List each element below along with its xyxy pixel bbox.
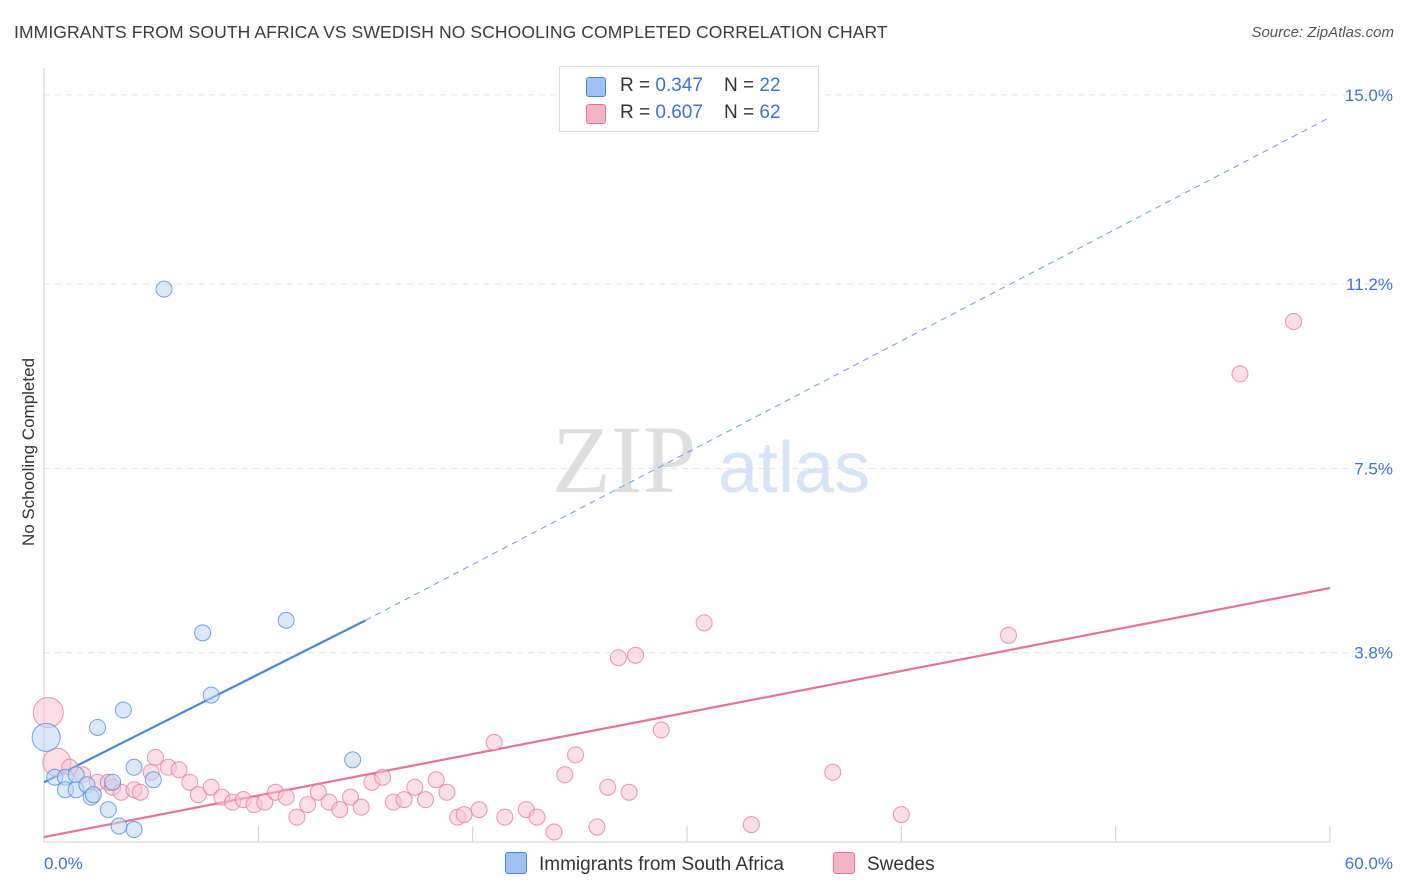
point-south-africa <box>202 686 220 704</box>
point-south-africa <box>104 773 122 791</box>
point-swedes <box>170 761 188 779</box>
point-swedes <box>627 646 645 664</box>
bottom-legend-south-africa: Immigrants from South Africa <box>505 852 784 876</box>
grid-lines <box>43 94 1390 842</box>
point-swedes <box>588 818 606 836</box>
y-axis-label: No Schooling Completed <box>19 357 38 547</box>
point-south-africa <box>344 751 362 769</box>
bottom-legend-label-swedes: Swedes <box>867 854 935 875</box>
point-swedes <box>496 808 514 826</box>
point-swedes <box>438 783 456 801</box>
trend-line-south-africa-extension <box>365 116 1331 621</box>
bottom-legend-swatch-swedes <box>833 852 855 874</box>
data-points <box>31 280 1303 841</box>
legend-swatch-south-africa <box>586 77 606 97</box>
legend-text-south-africa: R = 0.347 N = 22 <box>620 75 781 96</box>
point-south-africa <box>155 280 173 298</box>
legend-swatch-swedes <box>586 104 606 124</box>
trend-lines <box>43 116 1331 839</box>
point-swedes <box>620 783 638 801</box>
point-swedes <box>892 806 910 824</box>
point-swedes <box>567 746 585 764</box>
point-south-africa <box>144 771 162 789</box>
bottom-legend-swatch-south-africa <box>505 852 527 874</box>
point-swedes <box>528 808 546 826</box>
point-south-africa <box>114 701 132 719</box>
point-south-africa <box>99 801 117 819</box>
point-swedes <box>277 788 295 806</box>
y-tick-label: 7.5% <box>1354 459 1393 478</box>
source-label: Source: ZipAtlas.com <box>1251 24 1394 41</box>
y-tick-label: 15.0% <box>1345 86 1393 105</box>
point-swedes <box>1231 365 1249 383</box>
point-south-africa <box>89 718 107 736</box>
trend-line-south-africa <box>43 619 366 784</box>
point-south-africa <box>31 722 61 752</box>
bottom-legend-label-south-africa: Immigrants from South Africa <box>539 854 784 875</box>
point-swedes <box>742 816 760 834</box>
point-swedes <box>609 649 627 667</box>
watermark-atlas: atlas <box>718 428 870 508</box>
x-tick-label: 60.0% <box>1345 854 1393 873</box>
point-south-africa <box>277 611 295 629</box>
point-swedes <box>455 806 473 824</box>
point-swedes <box>32 697 64 729</box>
point-swedes <box>1285 313 1303 331</box>
point-swedes <box>202 778 220 796</box>
point-swedes <box>341 788 359 806</box>
point-swedes <box>652 721 670 739</box>
point-swedes <box>485 733 503 751</box>
point-south-africa <box>194 624 212 642</box>
point-swedes <box>374 768 392 786</box>
point-swedes <box>256 793 274 811</box>
point-swedes <box>406 778 424 796</box>
point-swedes <box>824 763 842 781</box>
point-swedes <box>331 801 349 819</box>
chart-title: IMMIGRANTS FROM SOUTH AFRICA VS SWEDISH … <box>14 22 888 42</box>
legend: R = 0.347 N = 22 R = 0.607 N = 62 <box>559 66 819 132</box>
point-swedes <box>352 798 370 816</box>
point-swedes <box>146 748 164 766</box>
point-south-africa <box>125 758 143 776</box>
point-south-africa <box>84 786 102 804</box>
tick-labels: 3.8% 7.5% 11.2% 15.0% 0.0% 60.0% <box>44 86 1393 873</box>
x-tick-label: 0.0% <box>44 854 83 873</box>
point-south-africa <box>110 817 128 835</box>
bottom-legend-swedes: Swedes <box>833 852 935 876</box>
point-swedes <box>545 823 563 841</box>
watermark-zip: ZIP <box>552 406 696 513</box>
point-swedes <box>417 791 435 809</box>
legend-text-swedes: R = 0.607 N = 62 <box>620 102 781 123</box>
point-swedes <box>131 783 149 801</box>
point-swedes <box>695 614 713 632</box>
point-swedes <box>427 771 445 789</box>
point-swedes <box>309 783 327 801</box>
trend-line-swedes <box>43 586 1331 839</box>
y-tick-label: 11.2% <box>1346 275 1393 294</box>
point-swedes <box>288 808 306 826</box>
point-swedes <box>599 778 617 796</box>
point-swedes <box>556 766 574 784</box>
y-tick-label: 3.8% <box>1354 644 1393 663</box>
point-swedes <box>189 786 207 804</box>
point-south-africa <box>125 821 143 839</box>
point-swedes <box>299 796 317 814</box>
point-swedes <box>395 791 413 809</box>
point-swedes <box>181 773 199 791</box>
point-swedes <box>1000 626 1017 644</box>
point-swedes <box>470 801 488 819</box>
